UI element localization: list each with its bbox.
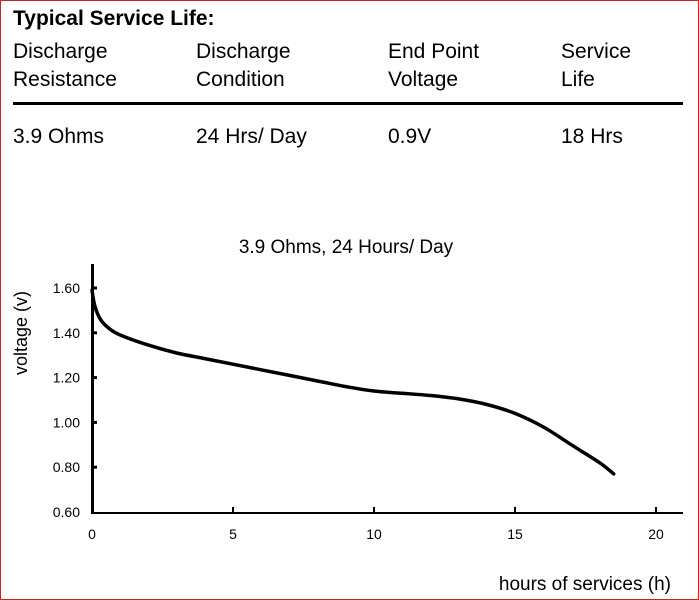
x-tick-label: 15 bbox=[507, 526, 523, 542]
spec-heading: Typical Service Life: bbox=[13, 7, 215, 30]
column-header-service-life: Service Life bbox=[561, 40, 632, 91]
y-axis-label: voltage (v) bbox=[11, 291, 31, 375]
y-ticks: 1.60 1.40 1.20 1.00 0.80 0.60 bbox=[53, 280, 97, 520]
y-tick-label: 1.00 bbox=[53, 414, 80, 430]
header-divider bbox=[13, 102, 683, 105]
x-tick-label: 10 bbox=[366, 526, 382, 542]
y-tick-label: 1.20 bbox=[53, 370, 80, 386]
cell-end-point-voltage: 0.9V bbox=[388, 125, 432, 148]
x-tick-label: 20 bbox=[648, 526, 664, 542]
x-ticks: 0 5 10 15 20 bbox=[88, 507, 664, 542]
column-header-discharge-resistance: Discharge Resistance bbox=[13, 40, 117, 91]
x-tick-label: 5 bbox=[229, 526, 237, 542]
column-header-discharge-condition: Discharge Condition bbox=[196, 40, 291, 91]
discharge-curve-line bbox=[90, 288, 616, 476]
y-tick-label: 0.80 bbox=[53, 459, 80, 475]
y-tick-label: 0.60 bbox=[53, 504, 80, 520]
chart-title: 3.9 Ohms, 24 Hours/ Day bbox=[238, 237, 454, 258]
x-axis-label: hours of services (h) bbox=[499, 574, 671, 595]
cell-service-life: 18 Hrs bbox=[561, 125, 623, 148]
cell-discharge-resistance: 3.9 Ohms bbox=[13, 125, 105, 148]
y-tick-label: 1.60 bbox=[53, 280, 80, 296]
column-header-end-point-voltage: End Point Voltage bbox=[388, 40, 480, 91]
y-tick-label: 1.40 bbox=[53, 325, 80, 341]
x-tick-label: 0 bbox=[88, 526, 96, 542]
cell-discharge-condition: 24 Hrs/ Day bbox=[196, 125, 307, 148]
